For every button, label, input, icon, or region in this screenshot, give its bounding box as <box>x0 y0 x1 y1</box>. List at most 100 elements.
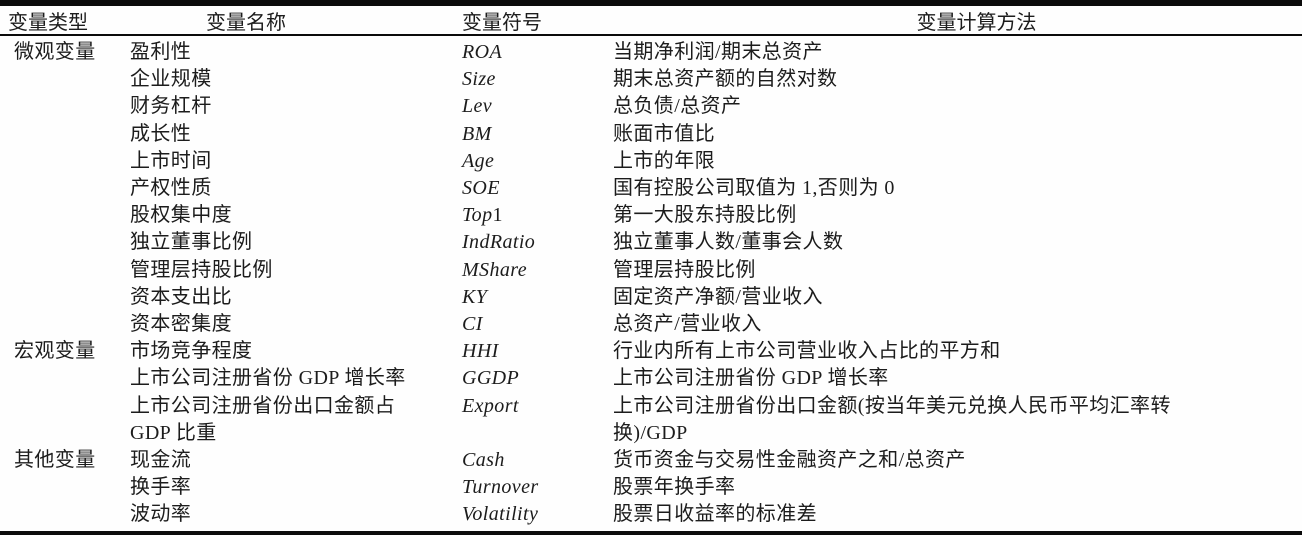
table-body: 微观变量 盈利性 ROA 当期净利润/期末总资产 企业规模 Size 期末总资产… <box>0 36 1302 531</box>
symbol-italic: CI <box>462 313 483 336</box>
cell-variable-type <box>0 148 130 175</box>
cell-variable-method: 期末总资产额的自然对数 <box>613 68 838 91</box>
table-row: 成长性 BM 账面市值比 <box>0 121 1302 148</box>
cell-variable-symbol: Age <box>462 148 613 175</box>
cell-variable-type <box>0 501 130 528</box>
symbol-italic: SOE <box>462 177 500 200</box>
cell-variable-name: 现金流 <box>130 449 192 472</box>
column-header-variable-name: 变量名称 <box>206 11 286 34</box>
cell-variable-symbol: HHI <box>462 338 613 365</box>
table-row: 上市公司注册省份 GDP 增长率 GGDP 上市公司注册省份 GDP 增长率 <box>0 365 1302 392</box>
cell-variable-method: 股票年换手率 <box>613 476 736 499</box>
column-header-variable-type: 变量类型 <box>8 11 88 34</box>
column-header-variable-symbol: 变量符号 <box>462 11 542 34</box>
symbol-italic: HHI <box>462 340 499 363</box>
cell-variable-symbol: Export <box>462 393 613 447</box>
cell-variable-name: 企业规模 <box>130 68 212 91</box>
symbol-italic: Lev <box>462 95 493 118</box>
cell-variable-name: 财务杠杆 <box>130 95 212 118</box>
symbol-italic: MShare <box>462 258 527 281</box>
symbol-plain: 1 <box>492 204 503 227</box>
cell-variable-method: 行业内所有上市公司营业收入占比的平方和 <box>613 340 1001 363</box>
symbol-italic: GGDP <box>462 367 520 390</box>
table-top-rule <box>0 0 1302 6</box>
cell-variable-symbol: Volatility <box>462 501 613 528</box>
cell-variable-method: 总负债/总资产 <box>613 95 742 118</box>
table-row: 波动率 Volatility 股票日收益率的标准差 <box>0 501 1302 528</box>
symbol-italic: Export <box>462 394 519 417</box>
table-row: 管理层持股比例 MShare 管理层持股比例 <box>0 257 1302 284</box>
symbol-italic: KY <box>462 285 488 308</box>
cell-variable-name: 管理层持股比例 <box>130 258 273 281</box>
table-row: 资本支出比 KY 固定资产净额/营业收入 <box>0 284 1302 311</box>
cell-variable-method: 管理层持股比例 <box>613 258 756 281</box>
cell-variable-symbol: BM <box>462 121 613 148</box>
cell-variable-symbol: ROA <box>462 39 613 66</box>
symbol-italic: Age <box>462 149 495 172</box>
cell-variable-name: 上市公司注册省份 GDP 增长率 <box>130 367 406 390</box>
cell-variable-type <box>0 202 130 229</box>
cell-variable-type <box>0 311 130 338</box>
symbol-italic: ROA <box>462 41 503 63</box>
cell-variable-name: 资本密集度 <box>130 313 232 336</box>
cell-variable-type <box>0 393 130 447</box>
cell-variable-method: 上市公司注册省份 GDP 增长率 <box>613 367 889 390</box>
cell-variable-symbol: Cash <box>462 447 613 474</box>
cell-variable-type <box>0 229 130 256</box>
table-row: 换手率 Turnover 股票年换手率 <box>0 474 1302 501</box>
cell-variable-symbol: CI <box>462 311 613 338</box>
cell-variable-type: 微观变量 <box>14 41 96 63</box>
cell-variable-symbol: Lev <box>462 93 613 120</box>
cell-variable-type <box>0 284 130 311</box>
cell-variable-method: 上市的年限 <box>613 149 715 172</box>
table-bottom-rule <box>0 530 1302 535</box>
table-row: 产权性质 SOE 国有控股公司取值为 1,否则为 0 <box>0 175 1302 202</box>
symbol-italic: Cash <box>462 449 505 472</box>
cell-variable-type <box>0 66 130 93</box>
table-row: 资本密集度 CI 总资产/营业收入 <box>0 311 1302 338</box>
cell-variable-symbol: Turnover <box>462 474 613 501</box>
table-row: 独立董事比例 IndRatio 独立董事人数/董事会人数 <box>0 229 1302 256</box>
cell-variable-type <box>0 121 130 148</box>
cell-variable-method: 账面市值比 <box>613 122 715 145</box>
cell-variable-symbol: SOE <box>462 175 613 202</box>
table-row: 宏观变量 市场竞争程度 HHI 行业内所有上市公司营业收入占比的平方和 <box>0 338 1302 365</box>
cell-variable-method: 总资产/营业收入 <box>613 313 762 336</box>
table-header-rule <box>0 34 1302 36</box>
table-row: 上市公司注册省份出口金额占 GDP 比重 Export 上市公司注册省份出口金额… <box>0 393 1302 447</box>
cell-variable-method: 上市公司注册省份出口金额(按当年美元兑换人民币平均汇率转 换)/GDP <box>613 394 1171 444</box>
cell-variable-method: 国有控股公司取值为 1,否则为 0 <box>613 177 895 200</box>
cell-variable-method: 股票日收益率的标准差 <box>613 503 817 526</box>
table-row: 上市时间 Age 上市的年限 <box>0 148 1302 175</box>
symbol-italic: Size <box>462 68 496 91</box>
symbol-italic: IndRatio <box>462 231 536 254</box>
table-row: 其他变量 现金流 Cash 货币资金与交易性金融资产之和/总资产 <box>0 447 1302 474</box>
cell-variable-symbol: Top1 <box>462 202 613 229</box>
cell-variable-method: 当期净利润/期末总资产 <box>613 41 823 63</box>
cell-variable-name: 上市时间 <box>130 149 212 172</box>
cell-variable-type <box>0 365 130 392</box>
cell-variable-method: 独立董事人数/董事会人数 <box>613 231 844 254</box>
cell-variable-symbol: MShare <box>462 257 613 284</box>
cell-variable-type: 其他变量 <box>14 449 96 472</box>
table-row: 微观变量 盈利性 ROA 当期净利润/期末总资产 <box>0 39 1302 66</box>
cell-variable-method: 第一大股东持股比例 <box>613 204 797 227</box>
symbol-italic: Top <box>462 204 493 227</box>
table-header-row: 变量类型 变量名称 变量符号 变量计算方法 <box>0 6 1302 34</box>
symbol-italic: Volatility <box>462 503 539 526</box>
cell-variable-type <box>0 257 130 284</box>
table-row: 股权集中度 Top1 第一大股东持股比例 <box>0 202 1302 229</box>
cell-variable-name: 股权集中度 <box>130 204 232 227</box>
cell-variable-symbol: IndRatio <box>462 229 613 256</box>
cell-variable-type <box>0 93 130 120</box>
table-row: 企业规模 Size 期末总资产额的自然对数 <box>0 66 1302 93</box>
cell-variable-method: 货币资金与交易性金融资产之和/总资产 <box>613 449 966 472</box>
cell-variable-symbol: KY <box>462 284 613 311</box>
cell-variable-method: 固定资产净额/营业收入 <box>613 285 823 308</box>
cell-variable-symbol: GGDP <box>462 365 613 392</box>
cell-variable-type <box>0 175 130 202</box>
cell-variable-name: 盈利性 <box>130 41 192 63</box>
cell-variable-name: 独立董事比例 <box>130 231 253 254</box>
column-header-variable-method: 变量计算方法 <box>916 11 1037 34</box>
